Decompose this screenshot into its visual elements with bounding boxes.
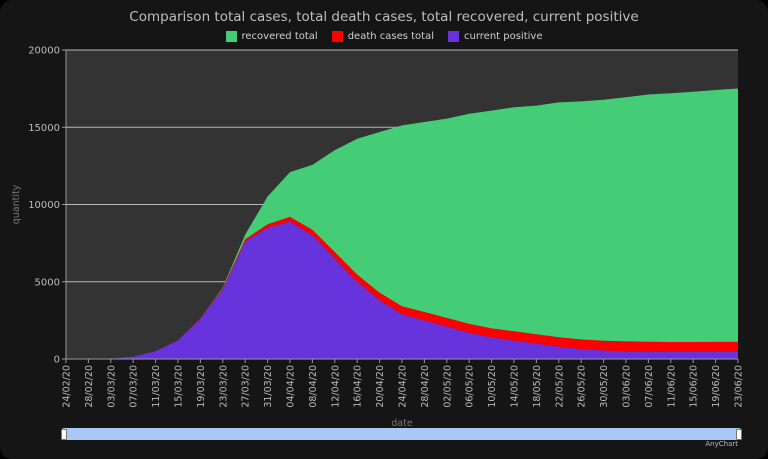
legend-swatch: [448, 31, 459, 42]
y-tick-label: 5000: [35, 277, 60, 288]
x-tick-label: 12/04/20: [330, 365, 341, 408]
scroller-right-handle[interactable]: [736, 429, 742, 440]
y-tick-label: 20000: [28, 46, 60, 57]
area-series-0[interactable]: [66, 221, 738, 360]
x-tick-label: 15/03/20: [174, 365, 185, 408]
legend: recovered total death cases total current …: [0, 31, 768, 42]
legend-swatch: [225, 31, 237, 42]
x-tick-label: 11/03/20: [151, 365, 162, 408]
x-tick-label: 19/06/20: [711, 365, 722, 408]
x-tick-label: 30/05/20: [599, 365, 610, 408]
legend-label: current positive: [464, 31, 543, 42]
x-tick-label: 24/04/20: [398, 365, 409, 408]
scroller-left-handle[interactable]: [61, 429, 67, 440]
x-tick-label: 24/02/20: [62, 365, 73, 408]
legend-item-0[interactable]: recovered total: [225, 31, 318, 42]
x-tick-label: 27/03/20: [241, 365, 252, 408]
x-tick-label: 03/06/20: [622, 365, 633, 408]
x-tick-label: 10/05/20: [487, 365, 498, 408]
x-axis-title: date: [391, 418, 413, 429]
x-tick-label: 08/04/20: [308, 365, 319, 408]
range-scroller[interactable]: [61, 428, 742, 440]
x-tick-label: 03/03/20: [106, 365, 117, 408]
x-tick-label: 14/05/20: [510, 365, 521, 408]
area-series-2[interactable]: [66, 88, 738, 360]
x-tick-label: 26/05/20: [577, 365, 588, 408]
x-tick-label: 22/05/20: [554, 365, 565, 408]
x-tick-label: 23/03/20: [218, 365, 229, 408]
x-tick-label: 16/04/20: [353, 365, 364, 408]
legend-item-2[interactable]: current positive: [448, 31, 542, 42]
x-tick-label: 06/05/20: [465, 365, 476, 408]
x-tick-label: 18/05/20: [532, 365, 543, 408]
y-tick-label: 0: [54, 355, 60, 366]
chart-title: Comparison total cases, total death case…: [129, 9, 639, 25]
x-tick-label: 07/03/20: [129, 365, 140, 408]
x-tick-label: 04/04/20: [286, 365, 297, 408]
x-tick-label: 23/06/20: [734, 365, 745, 408]
y-tick-label: 15000: [28, 123, 60, 134]
legend-label: death cases total: [347, 31, 434, 42]
x-tick-label: 02/05/20: [442, 365, 453, 408]
legend-swatch: [331, 31, 343, 42]
area-series-1[interactable]: [66, 216, 738, 359]
x-tick-label: 15/06/20: [689, 365, 700, 408]
x-tick-label: 11/06/20: [666, 365, 677, 408]
legend-item-1[interactable]: death cases total: [331, 31, 434, 42]
y-tick-label: 10000: [28, 200, 60, 211]
y-axis-title: quantity: [11, 184, 22, 224]
x-tick-label: 28/04/20: [420, 365, 431, 408]
x-tick-label: 20/04/20: [375, 365, 386, 408]
x-tick-label: 28/02/20: [84, 365, 95, 408]
anychart-credit[interactable]: AnyChart: [705, 440, 738, 448]
x-tick-label: 19/03/20: [196, 365, 207, 408]
x-tick-label: 31/03/20: [263, 365, 274, 408]
legend-label: recovered total: [241, 31, 318, 42]
x-tick-label: 07/06/20: [644, 365, 655, 408]
